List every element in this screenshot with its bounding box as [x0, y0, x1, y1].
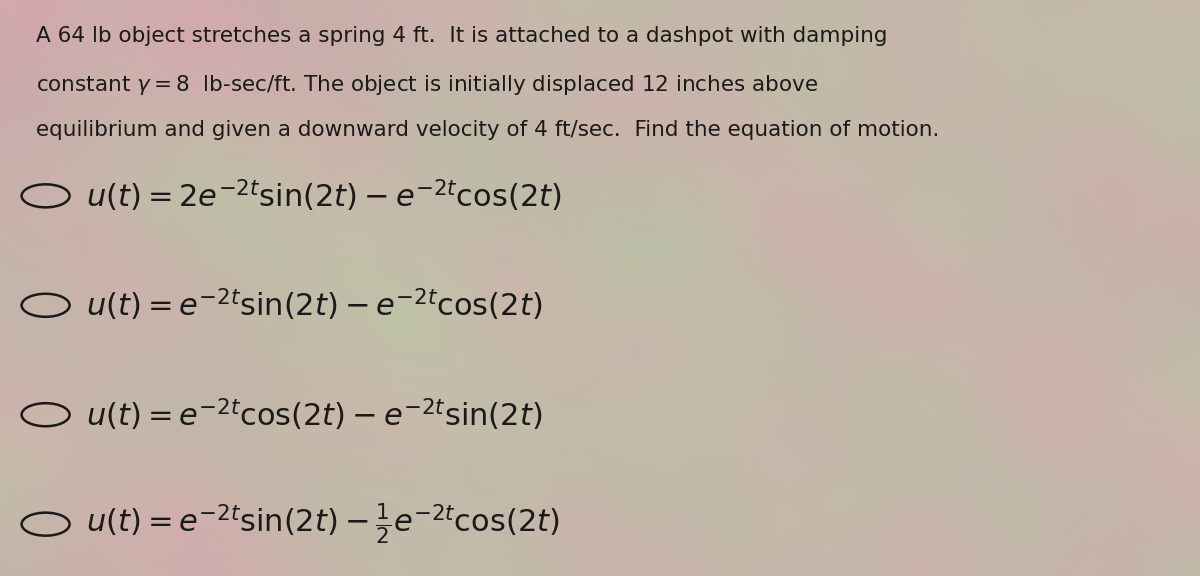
- Text: $u(t) = e^{-2t}\sin(2t) - e^{-2t}\cos(2t)$: $u(t) = e^{-2t}\sin(2t) - e^{-2t}\cos(2t…: [86, 287, 542, 324]
- Text: equilibrium and given a downward velocity of 4 ft/sec.  Find the equation of mot: equilibrium and given a downward velocit…: [36, 120, 940, 141]
- Text: $u(t) = 2e^{-2t}\sin(2t) - e^{-2t}\cos(2t)$: $u(t) = 2e^{-2t}\sin(2t) - e^{-2t}\cos(2…: [86, 177, 562, 214]
- Text: A 64 lb object stretches a spring 4 ft.  It is attached to a dashpot with dampin: A 64 lb object stretches a spring 4 ft. …: [36, 26, 888, 46]
- Text: constant $\gamma = 8$  lb-sec/ft. The object is initially displaced 12 inches ab: constant $\gamma = 8$ lb-sec/ft. The obj…: [36, 73, 818, 97]
- Text: $u(t) = e^{-2t}\sin(2t) - \frac{1}{2}e^{-2t}\cos(2t)$: $u(t) = e^{-2t}\sin(2t) - \frac{1}{2}e^{…: [86, 501, 560, 547]
- Text: $u(t) = e^{-2t}\cos(2t) - e^{-2t}\sin(2t)$: $u(t) = e^{-2t}\cos(2t) - e^{-2t}\sin(2t…: [86, 396, 542, 433]
